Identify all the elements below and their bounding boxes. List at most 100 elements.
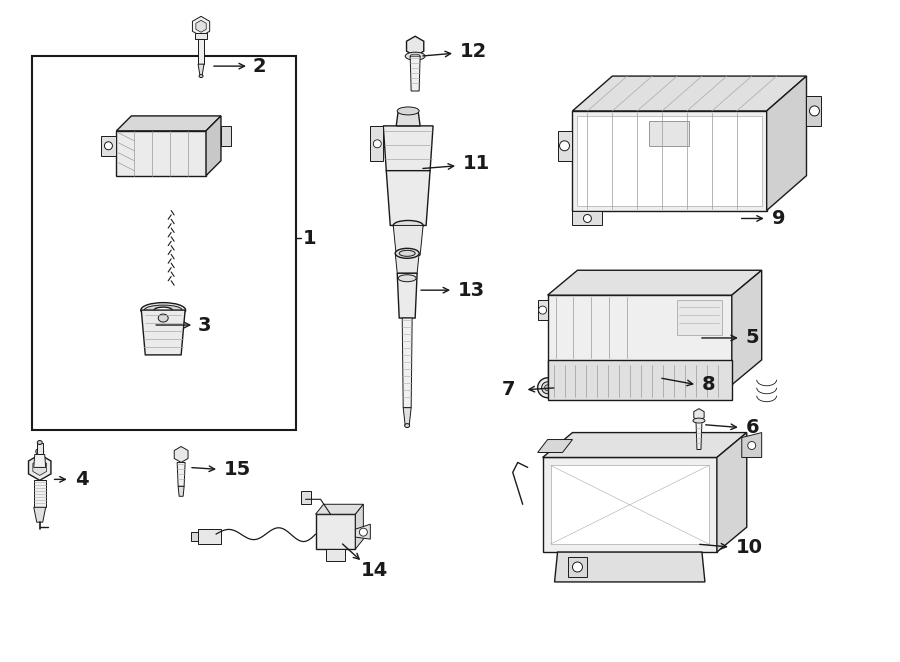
Circle shape (560, 141, 570, 151)
Circle shape (581, 365, 588, 371)
Polygon shape (326, 549, 346, 561)
Ellipse shape (405, 52, 425, 60)
Ellipse shape (395, 248, 419, 258)
Polygon shape (356, 524, 370, 539)
Polygon shape (402, 318, 412, 408)
Ellipse shape (405, 424, 410, 428)
Polygon shape (198, 64, 204, 76)
Bar (677, 300, 722, 335)
Polygon shape (34, 455, 46, 467)
Text: 14: 14 (360, 561, 388, 581)
Ellipse shape (398, 275, 416, 282)
Polygon shape (537, 440, 572, 453)
Circle shape (572, 562, 582, 572)
Text: 8: 8 (702, 375, 716, 395)
Circle shape (649, 353, 659, 363)
Polygon shape (221, 126, 231, 146)
Polygon shape (537, 300, 547, 320)
Ellipse shape (140, 303, 185, 318)
Circle shape (809, 106, 819, 116)
Ellipse shape (36, 448, 44, 455)
Polygon shape (407, 36, 424, 56)
Polygon shape (116, 116, 221, 131)
Circle shape (748, 442, 756, 449)
Polygon shape (316, 504, 364, 514)
Polygon shape (396, 111, 420, 126)
Polygon shape (696, 420, 702, 449)
Circle shape (104, 142, 112, 150)
Polygon shape (547, 270, 761, 295)
Polygon shape (674, 353, 694, 376)
Polygon shape (34, 507, 46, 522)
Polygon shape (356, 504, 364, 549)
Polygon shape (806, 96, 822, 126)
Circle shape (616, 360, 622, 366)
Polygon shape (560, 350, 674, 386)
Polygon shape (557, 131, 572, 161)
Polygon shape (102, 136, 116, 156)
Circle shape (544, 385, 551, 391)
Polygon shape (410, 56, 420, 91)
Text: 7: 7 (502, 380, 516, 399)
Polygon shape (34, 481, 46, 507)
Circle shape (583, 214, 591, 222)
Polygon shape (316, 514, 356, 549)
Polygon shape (206, 116, 221, 175)
Polygon shape (547, 295, 732, 385)
Text: 1: 1 (302, 229, 316, 248)
Text: 3: 3 (198, 316, 212, 334)
Ellipse shape (37, 440, 42, 444)
Polygon shape (178, 487, 184, 496)
Circle shape (613, 357, 626, 369)
Polygon shape (395, 254, 419, 273)
Text: 6: 6 (746, 418, 760, 437)
Text: 5: 5 (746, 328, 760, 348)
Polygon shape (543, 457, 717, 552)
Polygon shape (732, 270, 761, 385)
Polygon shape (175, 446, 188, 463)
Ellipse shape (410, 54, 420, 58)
Polygon shape (193, 17, 210, 36)
Ellipse shape (199, 75, 203, 77)
Circle shape (542, 382, 554, 394)
Polygon shape (32, 459, 47, 475)
Bar (37, 442, 42, 455)
Polygon shape (572, 111, 767, 211)
Bar (551, 465, 709, 544)
Bar (649, 121, 689, 146)
Text: 11: 11 (463, 154, 491, 173)
Ellipse shape (400, 250, 415, 256)
Text: 2: 2 (253, 57, 266, 75)
Polygon shape (572, 211, 602, 226)
Polygon shape (198, 529, 221, 544)
Polygon shape (717, 432, 747, 552)
Text: 9: 9 (771, 209, 785, 228)
Polygon shape (383, 126, 433, 171)
Polygon shape (742, 432, 761, 457)
Polygon shape (397, 273, 417, 318)
Polygon shape (116, 131, 206, 175)
Circle shape (681, 359, 689, 367)
Polygon shape (572, 76, 806, 111)
Polygon shape (301, 491, 310, 504)
Polygon shape (560, 340, 677, 360)
Circle shape (374, 140, 382, 148)
Ellipse shape (154, 307, 172, 313)
Polygon shape (370, 126, 383, 161)
Text: 15: 15 (224, 460, 251, 479)
Polygon shape (694, 408, 704, 420)
Polygon shape (767, 76, 806, 211)
Circle shape (538, 306, 546, 314)
Polygon shape (141, 310, 185, 355)
Circle shape (359, 528, 367, 536)
Text: 13: 13 (458, 281, 485, 300)
Text: 10: 10 (736, 538, 763, 557)
Bar (568, 557, 588, 577)
Circle shape (579, 362, 590, 374)
Polygon shape (191, 532, 198, 541)
Text: 12: 12 (460, 42, 487, 61)
Text: 4: 4 (75, 470, 88, 489)
Ellipse shape (693, 418, 705, 423)
Bar (198, 39, 204, 64)
Polygon shape (177, 463, 185, 487)
